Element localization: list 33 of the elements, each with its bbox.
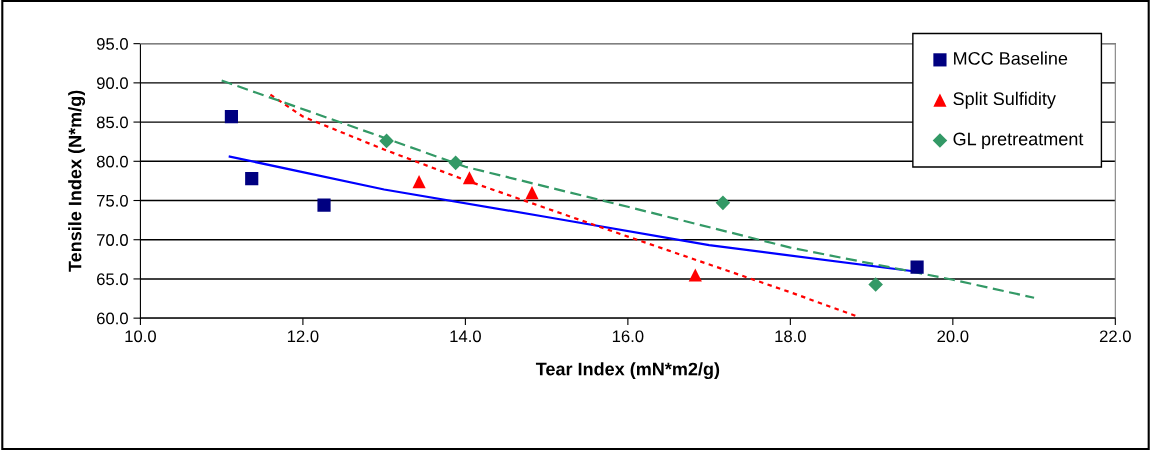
point xyxy=(379,133,394,149)
y-tick-label: 70.0 xyxy=(97,234,128,246)
y-axis-title: Tensile Index (N*m/g) xyxy=(68,90,86,272)
point xyxy=(868,277,883,292)
x-tick-label: 14.0 xyxy=(450,330,481,343)
point xyxy=(245,171,259,186)
legend-label: MCC Baseline xyxy=(954,51,1068,65)
y-tick-label: 85.0 xyxy=(96,116,128,129)
point xyxy=(462,171,477,185)
line-series xyxy=(269,93,857,317)
x-tick-label: 20.0 xyxy=(937,330,969,343)
point xyxy=(448,155,463,171)
y-tick-label: 65.0 xyxy=(97,273,128,286)
x-axis-title: Tear Index (mN*m2/g) xyxy=(535,362,720,380)
point xyxy=(688,268,702,282)
point xyxy=(525,186,539,200)
legend-label: GL pretreatment xyxy=(953,132,1084,149)
point xyxy=(910,260,924,274)
y-tick-label: 90.0 xyxy=(96,77,128,90)
y-tick-label: 95.0 xyxy=(96,38,128,50)
x-tick-label: 22.0 xyxy=(1099,330,1131,343)
point xyxy=(412,175,426,189)
x-tick-label: 18.0 xyxy=(775,330,806,343)
y-tick-label: 75.0 xyxy=(97,194,128,207)
y-tick-label: 60.0 xyxy=(97,312,128,325)
x-tick-label: 12.0 xyxy=(287,330,319,343)
legend-label: Split Sulfidity xyxy=(953,91,1056,109)
x-tick-label: 10.0 xyxy=(125,330,156,343)
point xyxy=(317,198,331,212)
point xyxy=(224,110,238,124)
x-tick-label: 16.0 xyxy=(612,330,644,343)
y-tick-label: 80.0 xyxy=(96,155,128,168)
point xyxy=(715,195,731,211)
